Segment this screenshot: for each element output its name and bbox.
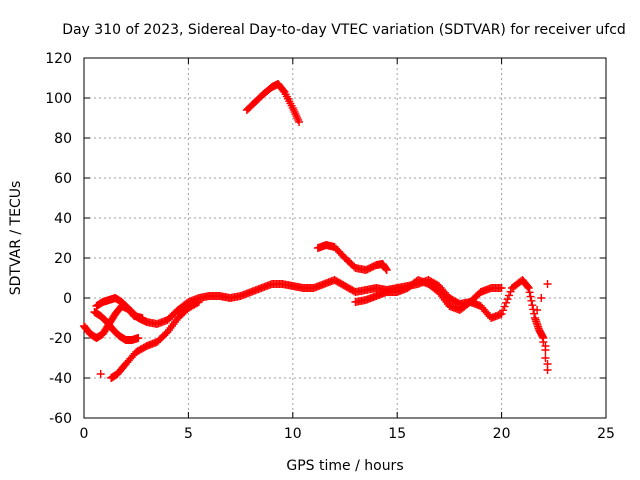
data-point [295, 118, 304, 126]
data-point [497, 310, 506, 318]
data-point [523, 282, 532, 291]
series-low-start [107, 298, 203, 382]
x-tick-label: 5 [184, 426, 193, 442]
data-point [537, 294, 546, 302]
data-point [500, 302, 509, 311]
series-lower-branch [90, 308, 143, 344]
data-point [138, 314, 147, 322]
data-point [533, 306, 542, 314]
data-points [80, 80, 552, 382]
x-tick-label: 25 [597, 426, 615, 442]
chart-title: Day 310 of 2023, Sidereal Day-to-day VTE… [62, 22, 626, 38]
y-tick-label: 20 [54, 251, 72, 267]
data-point [527, 296, 536, 305]
y-tick-label: 80 [54, 131, 72, 147]
data-point [543, 280, 552, 288]
data-point [96, 370, 105, 378]
data-point [526, 292, 535, 301]
series-late-branch [351, 276, 506, 314]
data-point [543, 366, 552, 374]
data-point [134, 334, 143, 342]
y-tick-label: 60 [54, 171, 72, 187]
plot-frame [83, 57, 607, 419]
x-tick-label: 10 [284, 426, 302, 442]
data-point [524, 284, 533, 292]
series-high-arc [242, 80, 304, 126]
y-tick-label: 120 [45, 51, 72, 67]
data-point [541, 342, 550, 350]
x-axis-label: GPS time / hours [286, 458, 403, 474]
data-point [541, 354, 550, 362]
data-point [539, 338, 548, 346]
series-outliers [96, 280, 552, 378]
data-point [193, 298, 202, 307]
data-point [506, 287, 515, 296]
x-tick-label: 15 [388, 426, 406, 442]
y-tick-label: 0 [63, 291, 72, 307]
data-point [194, 298, 203, 306]
data-point [505, 291, 514, 300]
data-point [499, 306, 508, 315]
y-tick-label: -60 [49, 411, 72, 427]
y-tick-label: 40 [54, 211, 72, 227]
series-upper-loop [92, 294, 147, 322]
data-point [502, 298, 511, 307]
data-point [525, 288, 534, 297]
x-tick-label: 0 [80, 426, 89, 442]
y-tick-label: 100 [45, 91, 72, 107]
series-main-track [80, 276, 548, 342]
y-tick-label: -40 [49, 371, 72, 387]
grid [84, 58, 606, 418]
data-point [497, 284, 506, 292]
x-tick-label: 20 [493, 426, 511, 442]
data-point [528, 301, 537, 310]
data-point [382, 266, 391, 274]
y-tick-label: -20 [49, 331, 72, 347]
data-point [503, 295, 512, 304]
y-axis-label: SDTVAR / TECUs [8, 181, 24, 296]
series-mid-arc [313, 241, 391, 274]
axis-ticks: 0 5 10 15 20 25 -60 -40 -20 0 20 40 60 80 100 120 [45, 51, 615, 442]
